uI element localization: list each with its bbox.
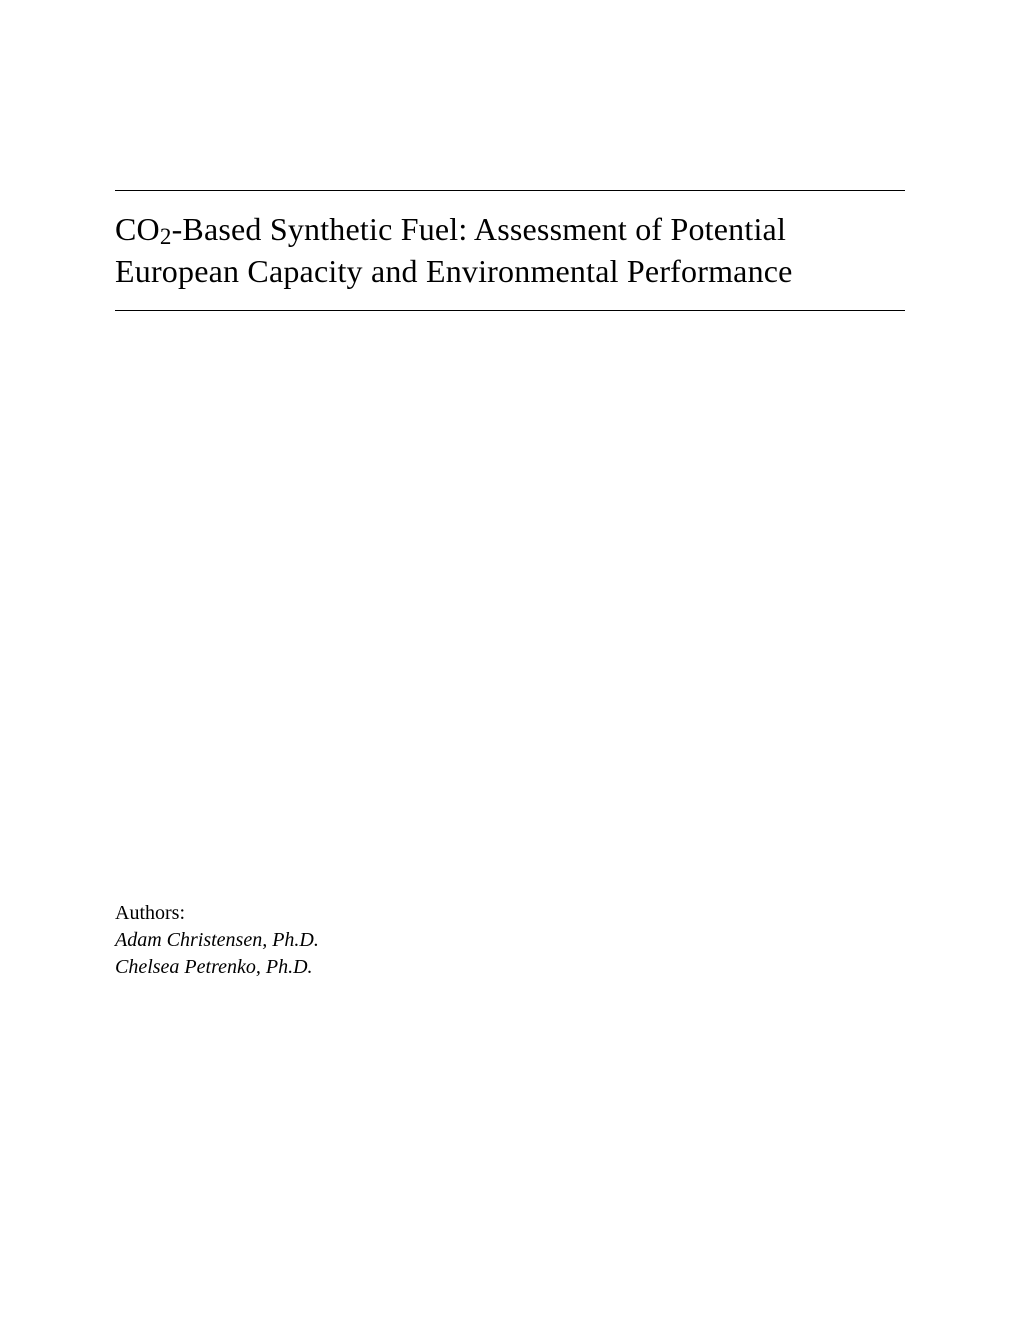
document-title: CO2-Based Synthetic Fuel: Assessment of …	[115, 209, 905, 292]
title-rest: -Based Synthetic Fuel: Assessment of Pot…	[115, 211, 793, 289]
title-subscript: 2	[160, 224, 172, 249]
author-name: Chelsea Petrenko, Ph.D.	[115, 954, 319, 981]
title-block: CO2-Based Synthetic Fuel: Assessment of …	[115, 190, 905, 311]
title-prefix: CO	[115, 211, 160, 247]
author-name: Adam Christensen, Ph.D.	[115, 927, 319, 954]
authors-label: Authors:	[115, 900, 319, 927]
authors-block: Authors: Adam Christensen, Ph.D. Chelsea…	[115, 900, 319, 981]
page-container: CO2-Based Synthetic Fuel: Assessment of …	[0, 0, 1020, 311]
